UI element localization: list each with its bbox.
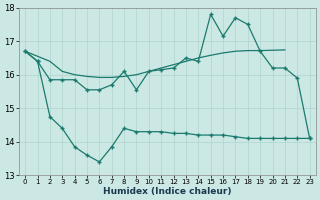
X-axis label: Humidex (Indice chaleur): Humidex (Indice chaleur) <box>103 187 232 196</box>
